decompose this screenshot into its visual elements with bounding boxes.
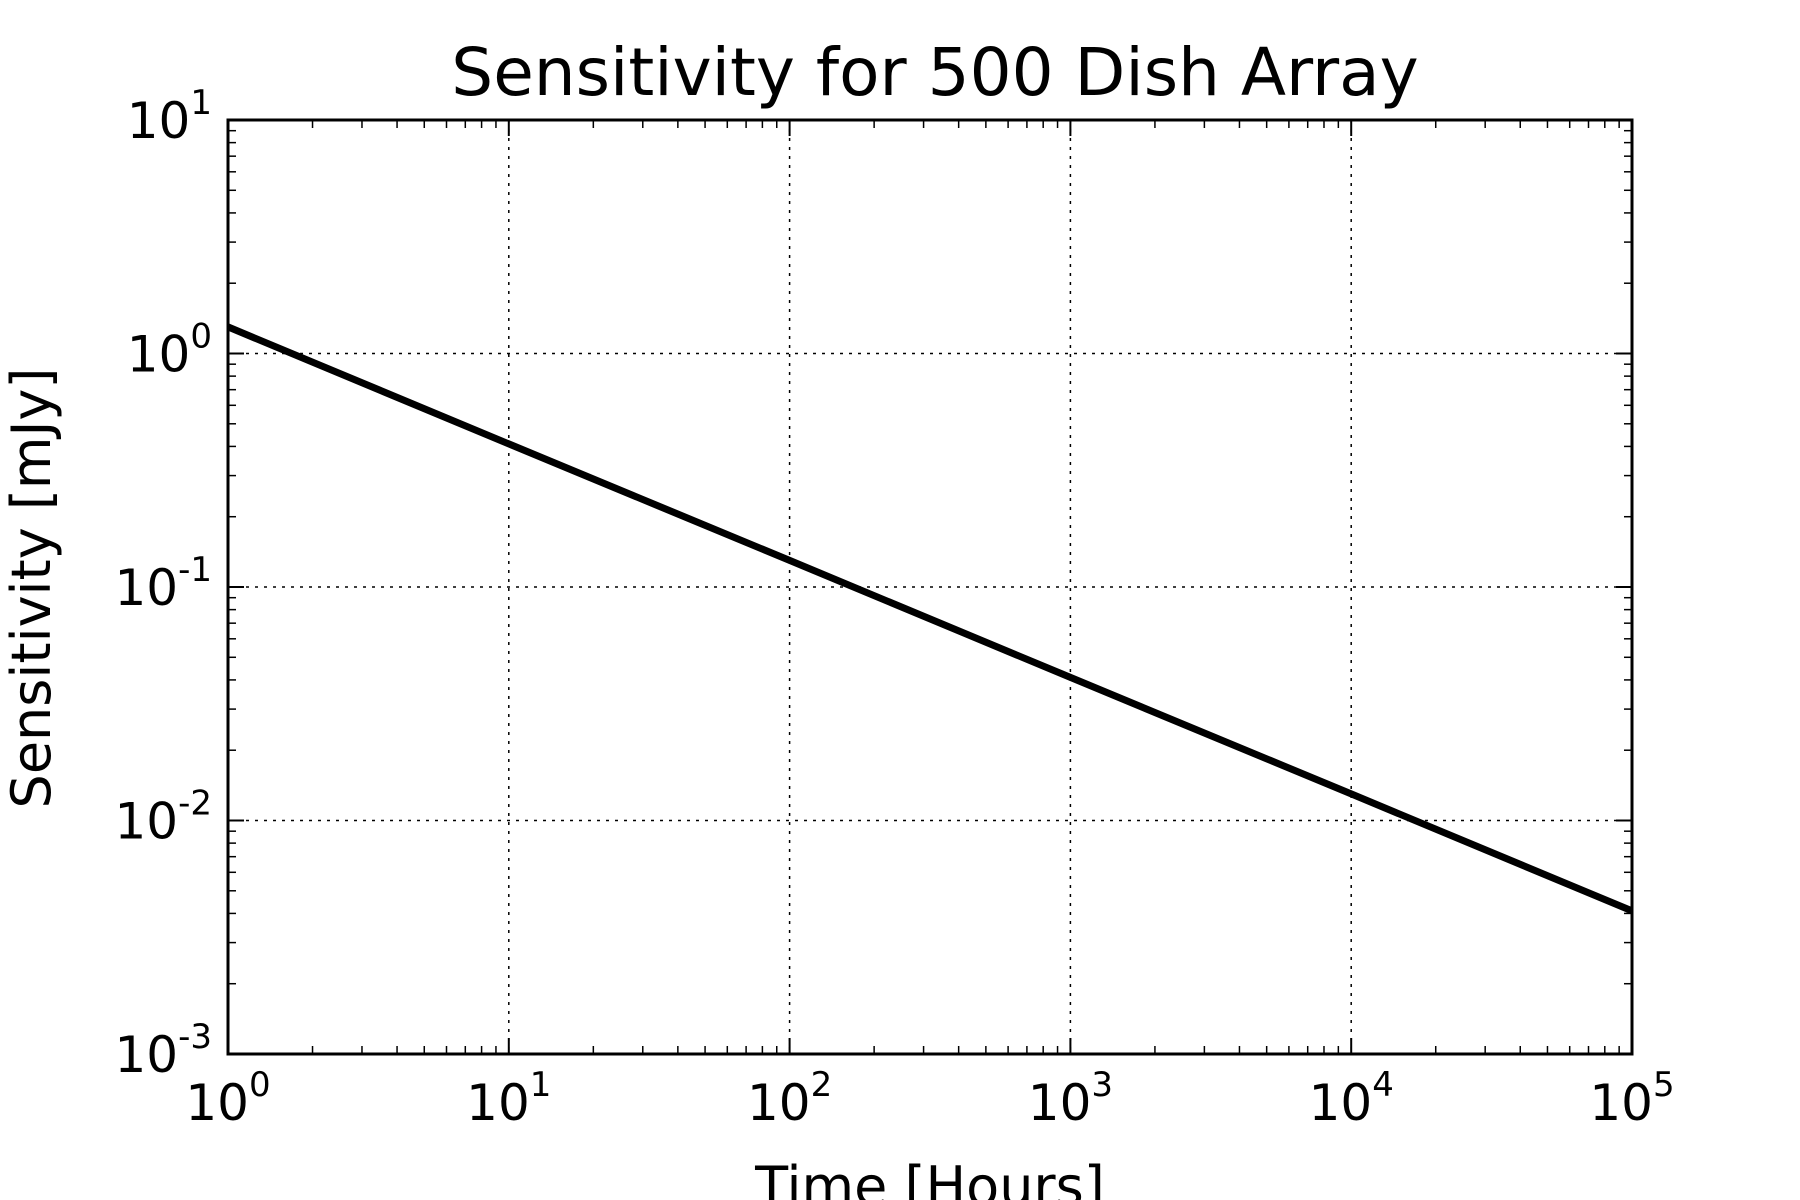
y-tick-exponent: 1: [190, 83, 212, 123]
x-axis-label: Time [Hours]: [754, 1155, 1105, 1200]
x-tick-base: 10: [466, 1074, 530, 1132]
y-axis-label: Sensitivity [mJy]: [0, 368, 63, 809]
y-tick-label: 10-1: [114, 550, 212, 617]
x-tick-labels: 100 101 102 103 104 105: [185, 1065, 1674, 1132]
x-tick-label: 102: [747, 1065, 832, 1132]
y-tick-base: 10: [114, 793, 178, 851]
x-tick-exponent: 5: [1653, 1065, 1675, 1105]
x-tick-label: 100: [185, 1065, 270, 1132]
x-tick-label: 101: [466, 1065, 551, 1132]
y-tick-exponent: -3: [178, 1017, 212, 1057]
y-tick-exponent: 0: [190, 317, 212, 357]
x-tick-exponent: 0: [249, 1065, 271, 1105]
y-tick-base: 10: [127, 92, 191, 150]
y-tick-label: 101: [127, 83, 212, 150]
y-tick-base: 10: [114, 559, 178, 617]
plot-area-frame: [226, 118, 1634, 1056]
x-tick-base: 10: [1028, 1074, 1092, 1132]
x-tick-base: 10: [1589, 1074, 1653, 1132]
y-tick-label: 100: [127, 317, 212, 384]
x-tick-exponent: 2: [811, 1065, 833, 1105]
x-tick-label: 105: [1589, 1065, 1674, 1132]
y-tick-label: 10-2: [114, 784, 212, 851]
y-tick-exponent: -2: [178, 784, 212, 824]
x-tick-exponent: 3: [1091, 1065, 1113, 1105]
x-tick-exponent: 4: [1372, 1065, 1394, 1105]
chart-title: Sensitivity for 500 Dish Array: [451, 34, 1418, 111]
y-tick-exponent: -1: [178, 550, 212, 590]
x-tick-label: 103: [1028, 1065, 1113, 1132]
y-tick-base: 10: [114, 1026, 178, 1084]
series-layer: [226, 323, 1634, 915]
x-tick-base: 10: [1309, 1074, 1373, 1132]
x-tick-base: 10: [747, 1074, 811, 1132]
sensitivity-line: [226, 323, 1634, 915]
x-tick-exponent: 1: [530, 1065, 552, 1105]
grid-lines: [228, 120, 1632, 1054]
y-tick-base: 10: [127, 326, 191, 384]
x-tick-label: 104: [1309, 1065, 1394, 1132]
y-tick-label: 10-3: [114, 1017, 212, 1084]
x-tick-base: 10: [185, 1074, 249, 1132]
